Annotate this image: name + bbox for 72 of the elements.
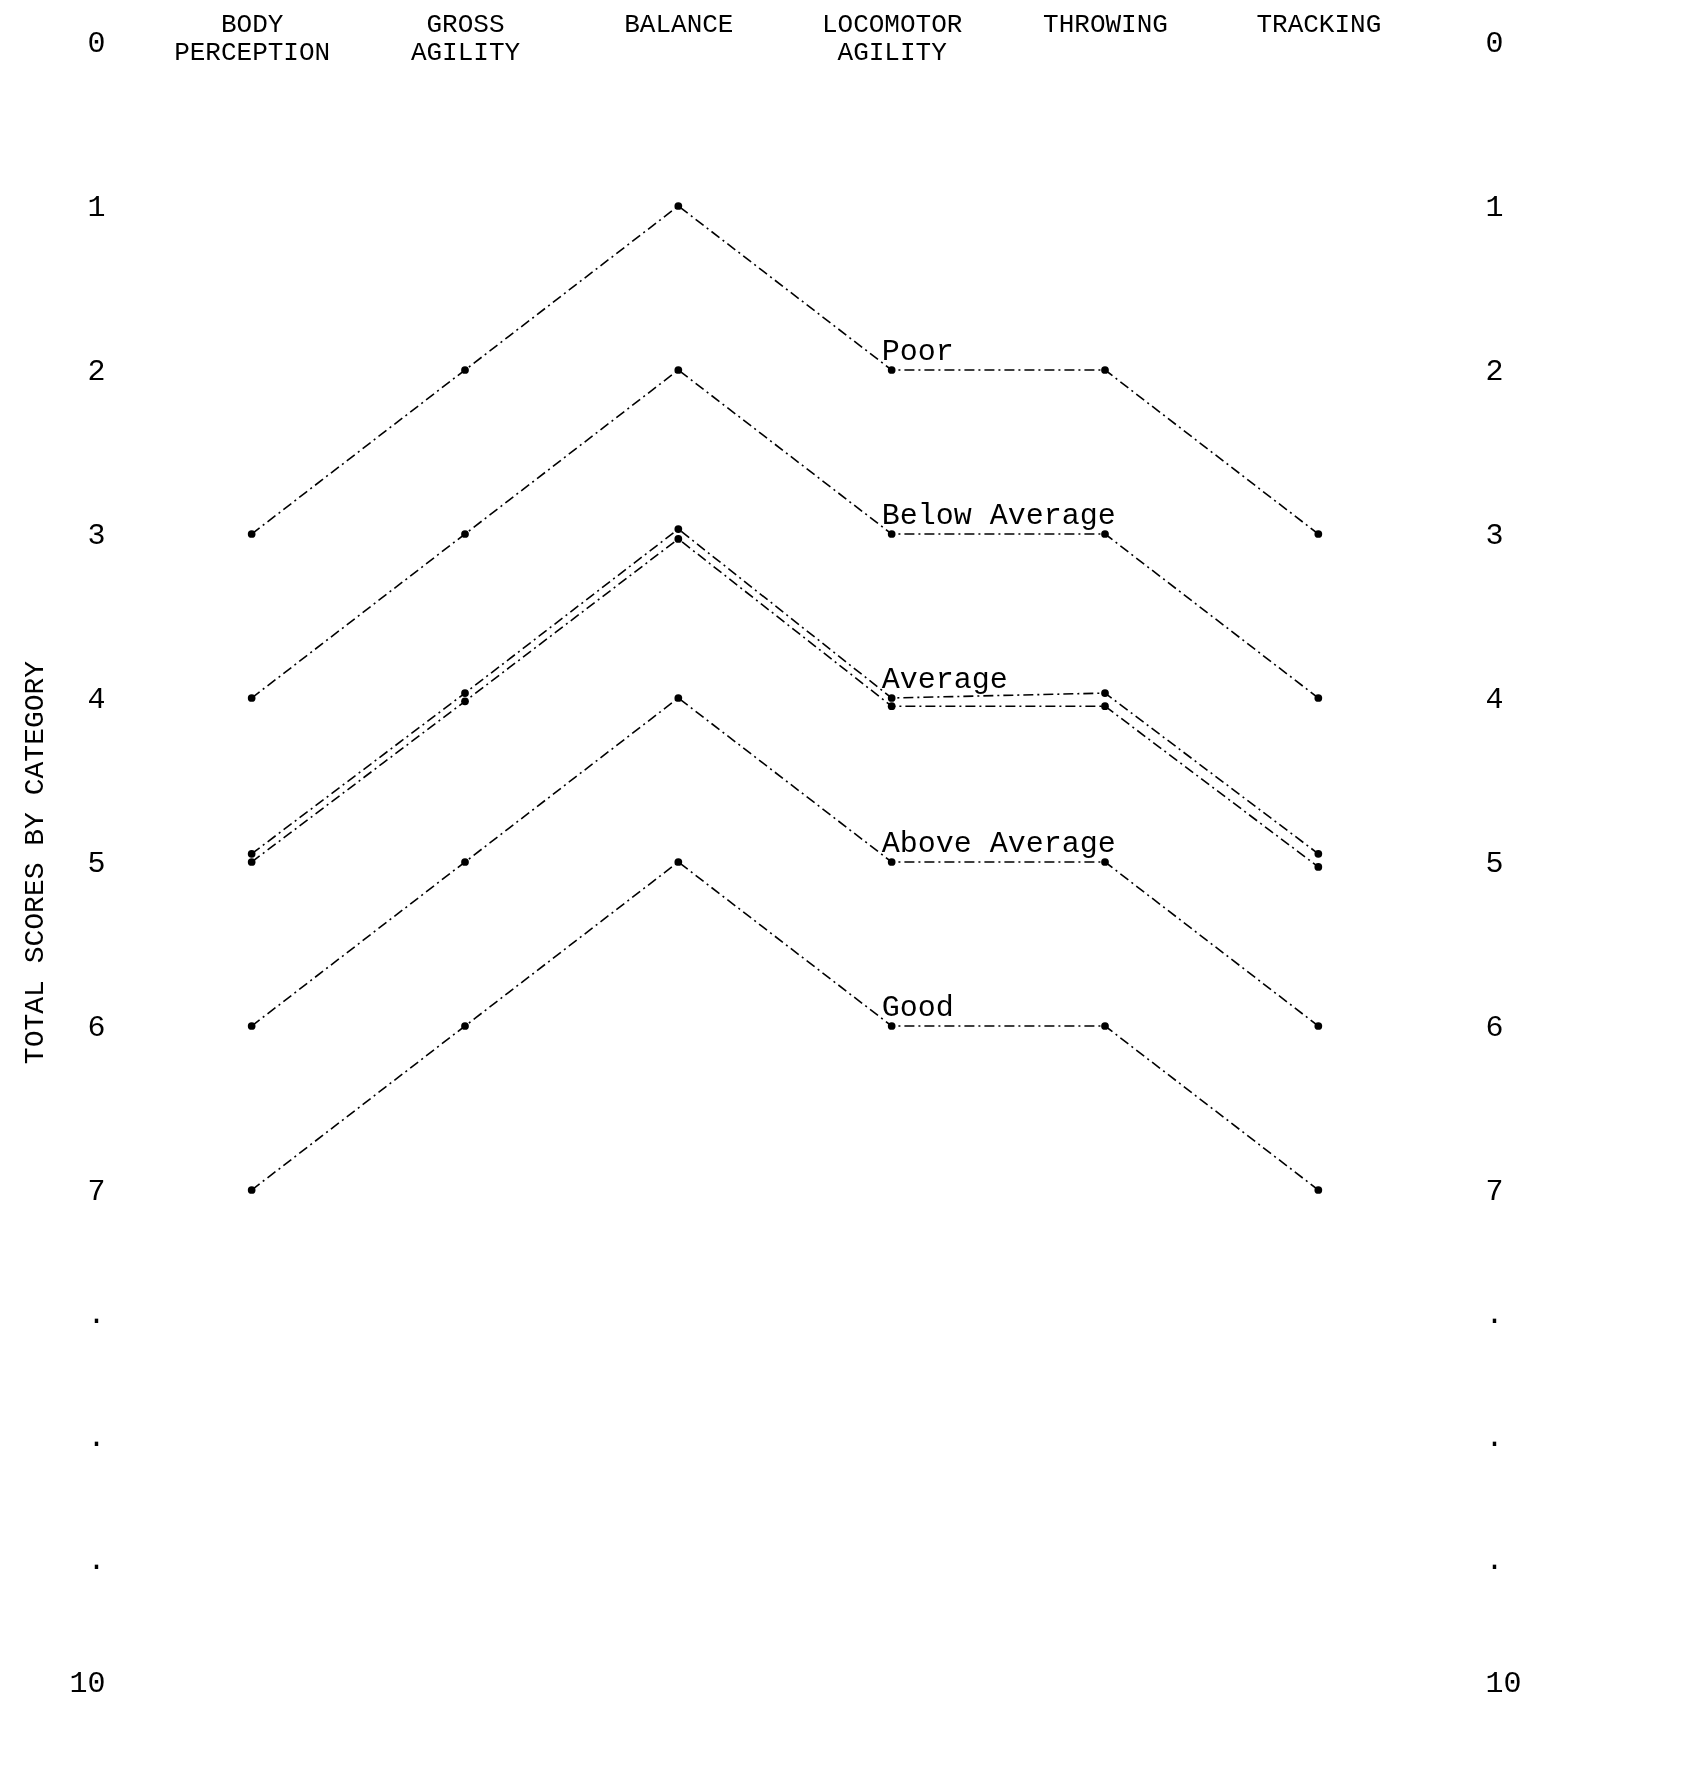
point [887, 702, 896, 711]
point [674, 366, 683, 374]
point [887, 694, 896, 702]
y-tick-label: . [87, 1297, 106, 1332]
series-label: Average [881, 663, 1008, 697]
point [461, 530, 469, 538]
y2-tick-label: 5 [1485, 846, 1504, 881]
y-tick-label: 5 [87, 846, 106, 881]
point [1314, 849, 1323, 858]
point [1101, 702, 1109, 711]
point [674, 694, 683, 702]
point [1101, 858, 1109, 866]
point [247, 530, 256, 538]
point [674, 858, 683, 866]
y-tick-label: 10 [69, 1666, 106, 1701]
x-tick-label: BODY PERCEPTION [174, 9, 331, 68]
x-tick-label: LOCOMOTOR AGILITY [821, 9, 963, 68]
point [1101, 689, 1109, 697]
y2-tick-label: 2 [1485, 354, 1504, 389]
y-tick-label: 4 [87, 682, 106, 717]
y2-tick-label: . [1485, 1420, 1504, 1455]
point [1314, 1186, 1323, 1194]
point [247, 849, 256, 858]
point [247, 858, 256, 866]
point [887, 366, 896, 374]
point [247, 1022, 256, 1030]
point [247, 694, 256, 702]
point [1101, 530, 1109, 538]
y-tick-label: . [87, 1543, 106, 1578]
y-tick-label: 6 [87, 1010, 106, 1045]
point [887, 1022, 896, 1030]
point [1101, 1022, 1109, 1030]
series-label: Above Average [881, 827, 1116, 861]
point [1314, 694, 1323, 702]
y-tick-label: 1 [87, 190, 106, 225]
y2-tick-label: 10 [1485, 1666, 1522, 1701]
point [461, 1022, 469, 1030]
y2-tick-label: 0 [1485, 26, 1504, 61]
point [674, 202, 683, 210]
x-tick-label: GROSS AGILITY [410, 9, 521, 68]
point [1101, 366, 1109, 374]
series-label: Good [881, 991, 954, 1025]
y2-tick-label: 3 [1485, 518, 1504, 553]
point [887, 530, 896, 538]
y2-tick-label: 4 [1485, 682, 1504, 717]
y-axis-title: TOTAL SCORES BY CATEGORY [20, 660, 52, 1065]
point [247, 1186, 256, 1194]
point [674, 525, 683, 533]
point [461, 366, 469, 374]
point [1314, 1022, 1323, 1030]
y-tick-label: 7 [87, 1174, 106, 1209]
point [461, 858, 469, 866]
point [1314, 530, 1323, 538]
x-tick-label: BALANCE [624, 9, 734, 40]
x-tick-label: TRACKING [1256, 9, 1382, 40]
series-label: Poor [881, 335, 954, 369]
y-tick-label: 2 [87, 354, 106, 389]
y2-tick-label: 6 [1485, 1010, 1504, 1045]
x-tick-label: THROWING [1043, 9, 1168, 40]
y2-tick-label: . [1485, 1297, 1504, 1332]
series-label: Below Average [881, 499, 1116, 533]
y2-tick-label: . [1485, 1543, 1504, 1578]
y-tick-label: . [87, 1420, 106, 1455]
point [461, 689, 469, 697]
y2-tick-label: 1 [1485, 190, 1504, 225]
point [1314, 863, 1323, 871]
point [674, 535, 683, 543]
point [461, 697, 469, 706]
y-tick-label: 0 [87, 26, 106, 61]
y-tick-label: 3 [87, 518, 106, 553]
point [887, 858, 896, 866]
y2-tick-label: 7 [1485, 1174, 1504, 1209]
